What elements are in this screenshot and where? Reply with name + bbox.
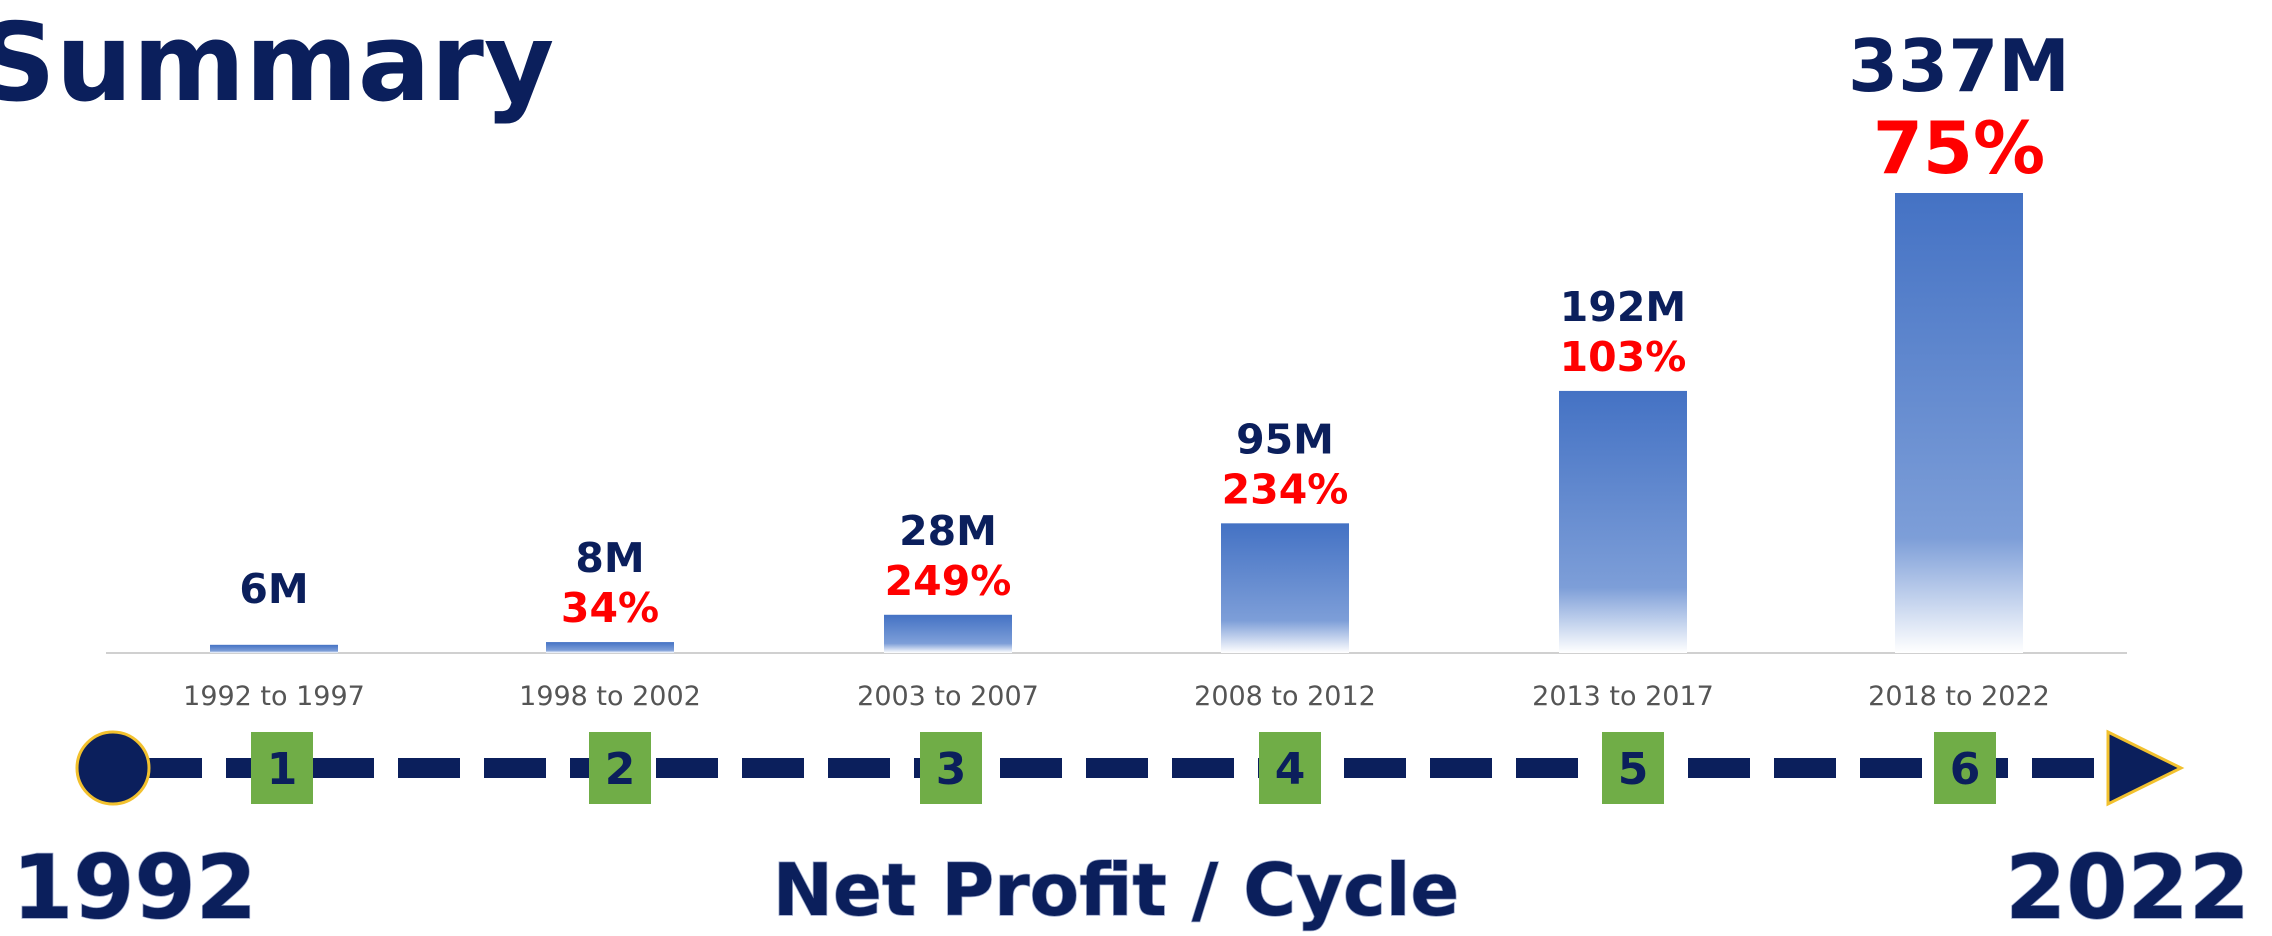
value-label: 95M [1236,415,1334,463]
x-tick-label: 1998 to 2002 [519,681,701,712]
step-number: 1 [267,744,298,795]
growth-label: 249% [885,557,1012,605]
step-box [1602,732,1664,804]
step-number: 5 [1618,744,1649,795]
start-year: 1992 [12,836,257,936]
value-label: 192M [1560,283,1686,331]
value-label: 337M [1848,24,2070,108]
x-tick-label: 2013 to 2017 [1532,681,1714,712]
step-number: 3 [936,744,967,795]
growth-label: 34% [561,584,659,632]
value-label: 6M [239,565,308,613]
caption: Net Profit / Cycle [773,848,1460,932]
bar [1221,523,1349,653]
step-number: 6 [1950,744,1981,795]
step-box [920,732,982,804]
timeline-arrow [2106,729,2185,807]
step-box [251,732,313,804]
timeline-start [75,730,151,806]
x-tick-label: 1992 to 1997 [183,681,365,712]
step-box [1259,732,1321,804]
value-label: 8M [575,534,644,582]
page-title: Summary [0,1,554,126]
growth-label: 234% [1222,465,1349,513]
bar [546,642,674,653]
x-tick-label: 2008 to 2012 [1194,681,1376,712]
x-tick-label: 2018 to 2022 [1868,681,2050,712]
bar [1559,390,1687,653]
bar [1895,193,2023,653]
step-number: 4 [1275,744,1306,795]
growth-label: 103% [1560,333,1687,381]
growth-label: 75% [1873,106,2045,190]
bar [210,644,338,653]
step-box [1934,732,1996,804]
bar [884,614,1012,653]
value-label: 28M [899,507,997,555]
step-box [589,732,651,804]
end-year: 2022 [2005,836,2250,936]
x-tick-label: 2003 to 2007 [857,681,1039,712]
step-number: 2 [605,744,636,795]
